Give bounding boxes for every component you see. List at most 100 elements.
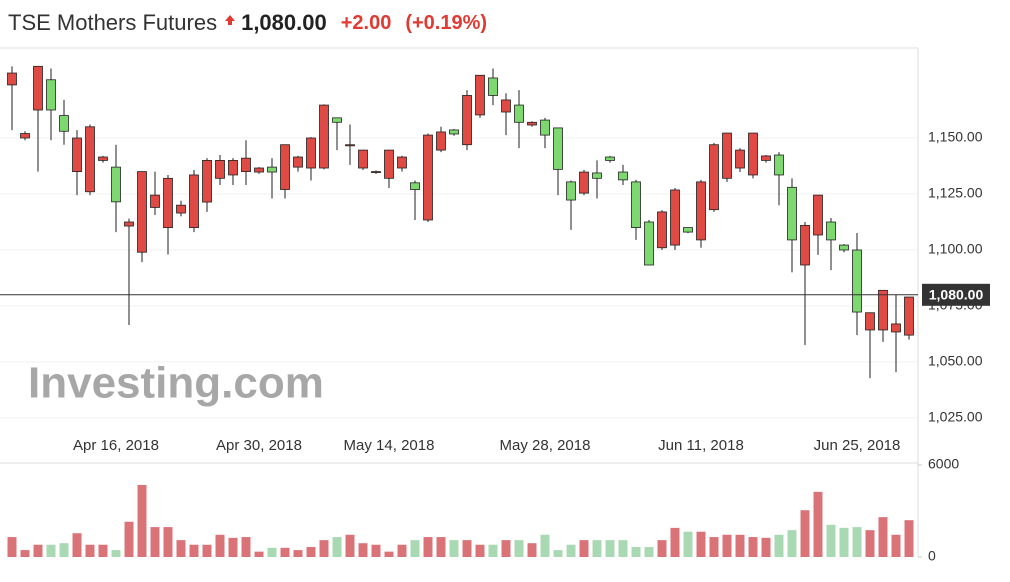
candle-body bbox=[371, 171, 381, 174]
volume-bar bbox=[124, 521, 134, 557]
volume-bar bbox=[709, 537, 719, 557]
volume-bar bbox=[7, 537, 17, 557]
volume-bar bbox=[98, 544, 108, 557]
candle-body bbox=[800, 224, 810, 266]
quote-price: 1,080.00 bbox=[241, 10, 327, 35]
header: TSE Mothers Futures 1,080.00 +2.00 (+0.1… bbox=[8, 8, 487, 38]
volume-bar bbox=[722, 534, 732, 557]
candle-body bbox=[813, 194, 823, 236]
candle-body bbox=[787, 186, 797, 241]
candle-body bbox=[592, 172, 602, 179]
candle-body bbox=[124, 221, 134, 227]
x-tick-label: May 28, 2018 bbox=[500, 437, 591, 454]
up-arrow-icon bbox=[225, 15, 236, 25]
candle-body bbox=[20, 133, 30, 139]
candle-body bbox=[46, 79, 56, 111]
candle-body bbox=[345, 144, 355, 147]
volume-bar bbox=[566, 544, 576, 557]
x-tick-label: Jun 25, 2018 bbox=[814, 437, 901, 454]
x-tick-label: Apr 30, 2018 bbox=[216, 437, 302, 454]
candle-body bbox=[423, 134, 433, 221]
y-tick-label: 1,075.00 bbox=[928, 297, 983, 313]
volume-bar bbox=[462, 540, 472, 557]
candle-body bbox=[462, 95, 472, 146]
volume-bar bbox=[514, 540, 524, 557]
candle-body bbox=[774, 154, 784, 176]
volume-bar bbox=[852, 527, 862, 557]
volume-bar bbox=[449, 540, 459, 557]
candle-body bbox=[644, 221, 654, 266]
volume-bar bbox=[644, 547, 654, 557]
candle-body bbox=[579, 171, 589, 194]
candle-body bbox=[33, 65, 43, 111]
quote-change: +2.00 bbox=[340, 11, 392, 34]
volume-bar bbox=[904, 520, 914, 557]
candle-body bbox=[332, 117, 342, 123]
volume-bar bbox=[33, 544, 43, 557]
candle-body bbox=[683, 227, 693, 233]
volume-bar bbox=[345, 534, 355, 557]
candle-body bbox=[722, 132, 732, 179]
candle-body bbox=[891, 323, 901, 333]
candle-body bbox=[150, 194, 160, 208]
candle-body bbox=[72, 137, 82, 172]
y-tick-label: 1,125.00 bbox=[928, 185, 983, 201]
volume-bar bbox=[761, 537, 771, 557]
volume-bar bbox=[891, 534, 901, 557]
candle-body bbox=[761, 155, 771, 161]
volume-bar bbox=[332, 537, 342, 557]
volume-bar bbox=[878, 517, 888, 557]
volume-bar bbox=[85, 544, 95, 557]
candle-body bbox=[514, 104, 524, 123]
candle-body bbox=[85, 126, 95, 193]
volume-bar bbox=[319, 540, 329, 557]
volume-bar bbox=[267, 547, 277, 557]
volume-bar bbox=[59, 543, 69, 557]
volume-bar bbox=[46, 544, 56, 557]
candle-body bbox=[189, 174, 199, 229]
volume-bar bbox=[865, 530, 875, 557]
candle-body bbox=[319, 104, 329, 169]
volume-bar bbox=[163, 527, 173, 557]
last-price-badge bbox=[922, 283, 990, 306]
candle-body bbox=[436, 131, 446, 151]
y-tick-label: 1,050.00 bbox=[928, 353, 983, 369]
volume-bar bbox=[527, 543, 537, 557]
candle-body bbox=[826, 221, 836, 241]
volume-bar bbox=[384, 551, 394, 557]
volume-bar bbox=[293, 550, 303, 557]
volume-bar bbox=[176, 540, 186, 557]
candle-body bbox=[306, 137, 316, 169]
candle-body bbox=[566, 181, 576, 201]
volume-bar bbox=[605, 540, 615, 557]
candle-body bbox=[735, 149, 745, 169]
volume-bar bbox=[371, 544, 381, 557]
candle-body bbox=[215, 159, 225, 179]
candle-body bbox=[293, 156, 303, 168]
candle-body bbox=[254, 167, 264, 173]
x-tick-label: May 14, 2018 bbox=[344, 437, 435, 454]
candle-body bbox=[280, 144, 290, 190]
volume-bar bbox=[553, 550, 563, 557]
volume-bar bbox=[215, 534, 225, 557]
candle-body bbox=[397, 156, 407, 169]
volume-bar bbox=[787, 530, 797, 557]
volume-bar bbox=[475, 544, 485, 557]
chart-title: TSE Mothers Futures bbox=[8, 10, 218, 35]
candle-body bbox=[670, 189, 680, 246]
volume-bar bbox=[813, 491, 823, 557]
candle-body bbox=[527, 121, 537, 126]
volume-bar bbox=[397, 544, 407, 557]
volume-bar bbox=[683, 531, 693, 557]
candle-body bbox=[618, 171, 628, 181]
candle-body bbox=[605, 156, 615, 161]
y-tick-label: 1,150.00 bbox=[928, 129, 983, 145]
candle-body bbox=[657, 211, 667, 249]
volume-bar bbox=[839, 527, 849, 557]
candle-body bbox=[553, 127, 563, 170]
candle-body bbox=[904, 296, 914, 336]
volume-bar bbox=[579, 540, 589, 557]
candle-body bbox=[540, 119, 550, 136]
